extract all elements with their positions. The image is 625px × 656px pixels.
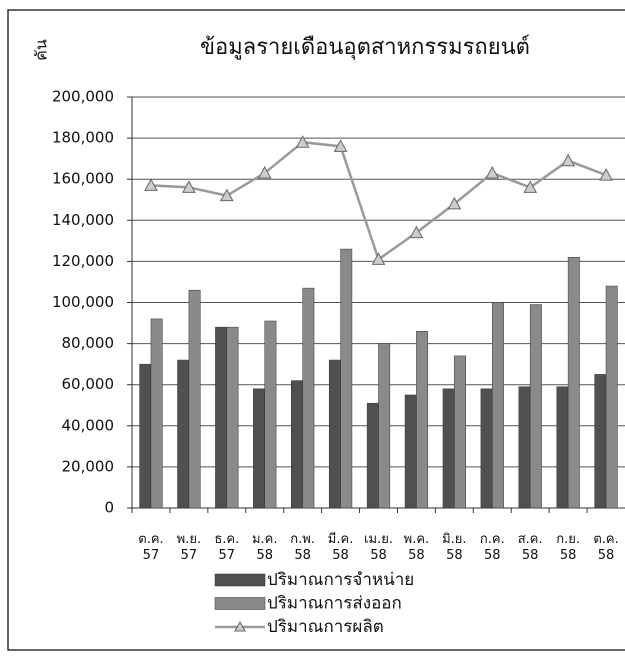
bar bbox=[492, 302, 504, 509]
y-tick-label: 0 bbox=[104, 499, 114, 517]
legend-label: ปริมาณการส่งออก bbox=[267, 594, 402, 614]
marker bbox=[182, 180, 196, 193]
bar bbox=[454, 355, 466, 509]
bar bbox=[177, 359, 190, 509]
y-tick-label: 140,000 bbox=[52, 211, 114, 229]
legend-label: ปริมาณการจำหน่าย bbox=[267, 570, 414, 590]
bar bbox=[605, 285, 618, 509]
marker bbox=[485, 165, 500, 179]
marker bbox=[144, 178, 158, 191]
bar bbox=[556, 386, 569, 509]
marker bbox=[257, 165, 272, 179]
x-tick-label: ก.พ. 58 bbox=[290, 532, 315, 563]
bar bbox=[404, 394, 417, 509]
marker bbox=[447, 196, 462, 210]
marker bbox=[523, 180, 538, 193]
x-tick-label: ส.ค. 58 bbox=[517, 532, 543, 563]
x-tick-label: ต.ค. 58 bbox=[593, 532, 619, 563]
y-tick-label: 60,000 bbox=[62, 375, 115, 393]
bar bbox=[594, 374, 607, 509]
bar bbox=[291, 380, 303, 509]
bar bbox=[328, 359, 341, 509]
x-tick-label: ม.ค. 58 bbox=[251, 532, 278, 563]
bar bbox=[264, 320, 277, 509]
bar bbox=[188, 289, 201, 509]
bar bbox=[567, 257, 580, 509]
x-tick-label: มิ.ย. 58 bbox=[442, 532, 467, 563]
bar bbox=[150, 318, 163, 509]
y-tick-label: 160,000 bbox=[52, 170, 114, 188]
line bbox=[150, 140, 607, 262]
bar bbox=[215, 326, 228, 509]
x-tick-label: ต.ค. 57 bbox=[138, 532, 164, 563]
x-tick-label: ธ.ค. 57 bbox=[214, 532, 240, 563]
bar bbox=[302, 287, 315, 509]
x-tick-label: ก.ย. 58 bbox=[556, 532, 580, 563]
marker bbox=[409, 225, 424, 239]
x-tick-label: เม.ย. 58 bbox=[364, 532, 393, 563]
bar bbox=[366, 402, 379, 509]
marker bbox=[561, 153, 575, 167]
y-tick-label: 180,000 bbox=[52, 129, 114, 147]
legend-label: ปริมาณการผลิต bbox=[267, 617, 384, 637]
chart-title: ข้อมูลรายเดือนอุตสาหกรรมรถยนต์ bbox=[200, 35, 530, 60]
marker bbox=[371, 252, 386, 265]
bar bbox=[340, 248, 353, 509]
bar bbox=[253, 388, 265, 509]
bar bbox=[518, 386, 531, 509]
y-tick-label: 100,000 bbox=[52, 293, 114, 311]
bar bbox=[416, 331, 429, 509]
bar bbox=[442, 388, 455, 509]
x-tick-label: พ.ย. 57 bbox=[176, 532, 202, 563]
y-tick-label: 20,000 bbox=[62, 457, 115, 475]
y-axis-label: คัน bbox=[32, 39, 51, 61]
bar bbox=[378, 343, 391, 509]
marker bbox=[219, 188, 234, 202]
bar bbox=[139, 363, 152, 509]
bar bbox=[480, 388, 493, 509]
marker bbox=[333, 139, 348, 152]
x-tick-label: มี.ค. 58 bbox=[327, 532, 354, 563]
bar bbox=[226, 326, 239, 509]
legend-marker bbox=[234, 620, 246, 632]
frame bbox=[7, 9, 625, 651]
y-tick-label: 40,000 bbox=[62, 416, 115, 434]
marker bbox=[295, 135, 310, 148]
y-tick-label: 80,000 bbox=[62, 334, 115, 352]
x-tick-label: ก.ค. 58 bbox=[479, 532, 505, 563]
bar bbox=[529, 304, 542, 509]
y-tick-label: 200,000 bbox=[52, 88, 114, 106]
marker bbox=[599, 168, 613, 181]
y-tick-label: 120,000 bbox=[52, 252, 114, 270]
legend-swatch bbox=[214, 573, 266, 587]
legend-swatch bbox=[214, 597, 266, 610]
x-tick-label: พ.ค. 58 bbox=[403, 532, 430, 563]
